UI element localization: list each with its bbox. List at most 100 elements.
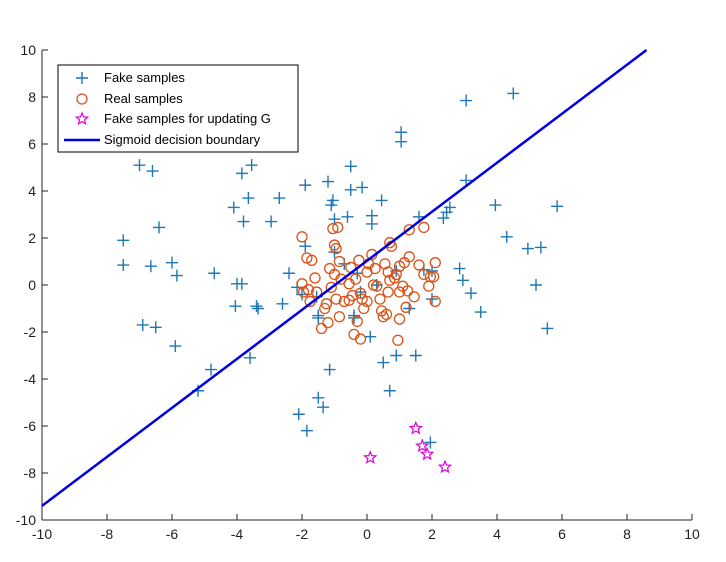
data-point-circle: [413, 259, 425, 271]
data-point-circle: [369, 262, 381, 275]
data-point-plus: [117, 234, 130, 247]
legend-box: [57, 64, 299, 153]
data-point-plus: [283, 267, 295, 280]
data-point-circle: [343, 278, 355, 290]
data-point-star: [362, 450, 378, 464]
data-point-plus: [292, 408, 305, 421]
data-point-circle: [423, 280, 435, 292]
data-point-plus: [325, 199, 338, 212]
y-tick-label: 8: [28, 89, 36, 105]
legend: Fake samples Real samples Fake samples f…: [57, 64, 299, 153]
x-tick-label: -8: [101, 526, 114, 542]
data-point-circle: [358, 302, 370, 315]
data-point-plus: [426, 293, 438, 306]
data-point-star: [414, 438, 430, 453]
y-tick-label: 6: [28, 136, 36, 152]
data-point-plus: [133, 159, 146, 172]
data-point-plus: [166, 256, 178, 269]
x-tick-label: 10: [684, 526, 700, 542]
data-point-circle: [392, 334, 404, 346]
data-point-circle: [346, 289, 359, 302]
data-point-plus: [170, 269, 183, 282]
data-point-plus: [323, 363, 336, 376]
data-point-plus: [489, 199, 502, 212]
y-tick-label: -6: [24, 418, 37, 434]
x-tick-label: -10: [32, 526, 52, 542]
data-point-circle: [310, 286, 323, 298]
data-point-circle: [418, 221, 430, 234]
data-point-plus: [326, 194, 339, 207]
x-tick-label: 4: [493, 526, 501, 542]
x-tick-label: -4: [231, 526, 244, 542]
y-tick-label: -2: [24, 324, 37, 340]
data-point-plus: [205, 363, 217, 376]
data-point-circle: [403, 224, 415, 236]
axes: -10 -8 -6 -4 -2 0 2 4 6 8 10 -10 -8 -6 -4 -2 0 2 4 6 8 10: [16, 42, 700, 542]
data-point-circle: [380, 308, 393, 321]
data-point-circle: [393, 286, 406, 298]
y-tick-label: 10: [20, 42, 36, 58]
data-point-plus: [365, 217, 378, 230]
data-point-circle: [367, 279, 380, 291]
legend-plus-icon: [76, 72, 88, 84]
y-tick-label: -4: [24, 371, 37, 387]
data-point-plus: [521, 242, 534, 255]
legend-entry-sigmoid-boundary: Sigmoid decision boundary: [64, 132, 261, 147]
data-point-circle: [429, 257, 441, 269]
data-point-plus: [208, 267, 221, 280]
data-point-circle: [400, 301, 412, 313]
x-tick-label: 8: [623, 526, 631, 542]
data-point-plus: [117, 259, 130, 272]
data-point-plus: [169, 340, 182, 353]
data-point-circle: [377, 311, 389, 323]
data-point-circle: [333, 255, 346, 268]
data-point-circle: [427, 271, 440, 283]
data-point-circle: [322, 316, 334, 329]
data-point-circle: [382, 286, 394, 298]
data-point-plus: [424, 436, 437, 449]
data-point-plus: [153, 221, 165, 234]
data-point-plus: [453, 262, 466, 275]
data-point-plus: [383, 384, 396, 397]
legend-label-sigmoid-boundary: Sigmoid decision boundary: [104, 132, 261, 147]
data-point-plus: [276, 297, 289, 310]
data-point-star: [437, 459, 453, 474]
y-tick-label: 4: [28, 183, 36, 199]
data-point-circle: [374, 293, 386, 305]
data-point-circle: [325, 281, 337, 294]
data-point-plus: [328, 246, 341, 259]
data-point-circle: [319, 302, 331, 315]
data-point-circle: [327, 222, 339, 235]
legend-marker: [74, 111, 90, 126]
data-point-circle: [323, 262, 336, 275]
data-point-plus: [227, 201, 240, 214]
data-point-plus: [395, 135, 408, 148]
data-point-plus: [409, 349, 422, 362]
data-point-plus: [299, 240, 312, 253]
data-point-plus: [229, 300, 242, 313]
data-point-plus: [237, 215, 250, 228]
data-point-circle: [408, 291, 420, 303]
data-point-circle: [333, 311, 346, 323]
data-point-star: [408, 420, 424, 435]
data-point-plus: [530, 279, 542, 291]
data-point-circle: [351, 315, 363, 328]
data-point-circle: [332, 221, 344, 234]
data-point-plus: [507, 87, 520, 100]
data-point-plus: [242, 192, 255, 205]
data-point-plus: [235, 167, 248, 180]
legend-circle-icon: [76, 93, 88, 105]
y-tick-label: 0: [28, 277, 36, 293]
data-point-plus: [390, 349, 403, 362]
y-tick-label: -10: [16, 512, 36, 528]
data-point-circle: [361, 295, 373, 308]
legend-marker: [76, 72, 88, 84]
data-point-circle: [330, 242, 342, 255]
data-point-plus: [460, 174, 473, 187]
data-point-plus: [235, 277, 248, 290]
legend-entry-real-samples: Real samples: [76, 91, 183, 106]
data-point-circle: [379, 258, 391, 270]
data-point-plus: [364, 330, 377, 343]
x-tick-label: 6: [558, 526, 566, 542]
